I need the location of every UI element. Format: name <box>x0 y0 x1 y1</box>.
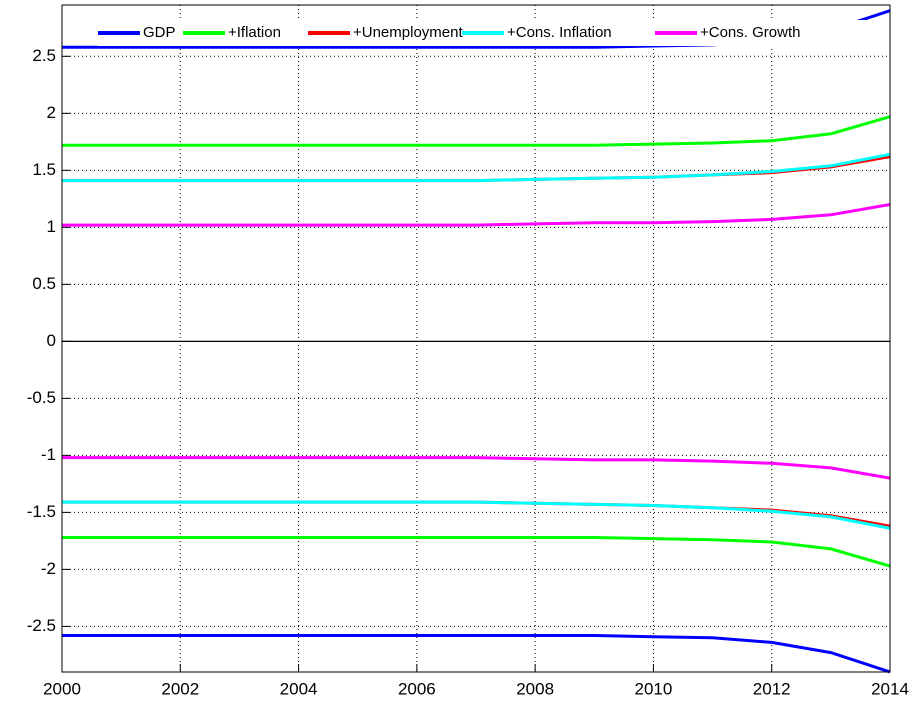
y-tick-label: 1 <box>47 217 56 236</box>
series-line <box>62 115 891 147</box>
x-tick-label: 2014 <box>871 679 909 698</box>
series-line <box>62 536 891 568</box>
y-tick-label: -1.5 <box>27 502 56 521</box>
y-tick-label: 1.5 <box>32 160 56 179</box>
y-tick-label: -1 <box>41 445 56 464</box>
x-tick-label: 2000 <box>43 679 81 698</box>
plot-frame <box>61 4 891 673</box>
x-tick-label: 2012 <box>753 679 791 698</box>
y-tick-label: -0.5 <box>27 388 56 407</box>
legend-label: GDP <box>143 24 176 41</box>
x-tick-label: 2004 <box>280 679 318 698</box>
legend-label: +Cons. Growth <box>700 24 800 41</box>
series-line <box>62 634 891 674</box>
legend-label: +Cons. Inflation <box>507 24 612 41</box>
y-tick-label: -2.5 <box>27 616 56 635</box>
legend-label: +Unemployment <box>353 24 463 41</box>
legend-label: +Iflation <box>228 24 281 41</box>
series-line <box>62 152 891 183</box>
y-tick-label: 0 <box>47 331 56 350</box>
x-tick-label: 2008 <box>516 679 554 698</box>
series-line <box>62 456 891 480</box>
series-line <box>62 203 891 227</box>
plot-area <box>62 5 890 672</box>
x-tick-label: 2006 <box>398 679 436 698</box>
y-tick-label: -2 <box>41 559 56 578</box>
series-line <box>62 500 891 530</box>
y-tick-label: 0.5 <box>32 274 56 293</box>
x-tick-label: 2002 <box>161 679 199 698</box>
y-tick-label: 2.5 <box>32 46 56 65</box>
x-tick-label: 2010 <box>635 679 673 698</box>
y-tick-label: 2 <box>47 103 56 122</box>
